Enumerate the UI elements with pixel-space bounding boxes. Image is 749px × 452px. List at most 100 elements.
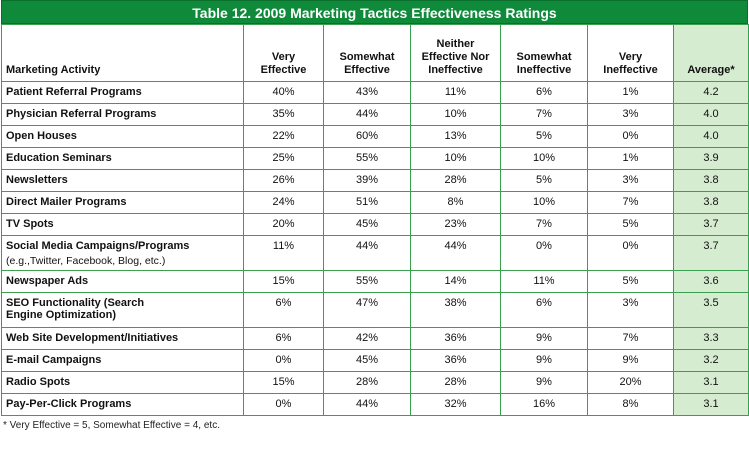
somewhat-effective-cell: 44% <box>324 104 411 126</box>
very-ineffective-cell: 0% <box>588 236 674 271</box>
col-header-somewhat-effective: Somewhat Effective <box>324 25 411 82</box>
activity-cell: Direct Mailer Programs <box>2 192 244 214</box>
somewhat-effective-cell: 45% <box>324 350 411 372</box>
very-ineffective-cell: 5% <box>588 271 674 293</box>
average-cell: 3.6 <box>674 271 749 293</box>
neither-cell: 11% <box>411 82 501 104</box>
neither-cell: 28% <box>411 170 501 192</box>
footnote: * Very Effective = 5, Somewhat Effective… <box>1 420 748 431</box>
table-row: Newspaper Ads 15% 55% 14% 11% 5% 3.6 <box>2 271 749 293</box>
neither-cell: 38% <box>411 293 501 328</box>
very-effective-cell: 0% <box>244 350 324 372</box>
somewhat-effective-cell: 47% <box>324 293 411 328</box>
activity-cell: Education Seminars <box>2 148 244 170</box>
somewhat-ineffective-cell: 0% <box>501 236 588 271</box>
somewhat-ineffective-cell: 9% <box>501 328 588 350</box>
neither-cell: 44% <box>411 236 501 271</box>
activity-cell: Newsletters <box>2 170 244 192</box>
activity-cell: SEO Functionality (Search Engine Optimiza… <box>2 293 244 328</box>
somewhat-ineffective-cell: 6% <box>501 293 588 328</box>
somewhat-ineffective-cell: 7% <box>501 104 588 126</box>
somewhat-effective-cell: 55% <box>324 148 411 170</box>
very-ineffective-cell: 1% <box>588 82 674 104</box>
col-header-somewhat-ineffective: Somewhat Ineffective <box>501 25 588 82</box>
neither-cell: 23% <box>411 214 501 236</box>
very-effective-cell: 15% <box>244 271 324 293</box>
neither-cell: 32% <box>411 394 501 416</box>
somewhat-ineffective-cell: 10% <box>501 148 588 170</box>
very-effective-cell: 6% <box>244 328 324 350</box>
ratings-table: Marketing Activity Very Effective Somewha… <box>1 24 749 416</box>
col-header-very-effective: Very Effective <box>244 25 324 82</box>
neither-cell: 28% <box>411 372 501 394</box>
neither-cell: 13% <box>411 126 501 148</box>
very-ineffective-cell: 3% <box>588 293 674 328</box>
activity-cell: E-mail Campaigns <box>2 350 244 372</box>
table-row: Web Site Development/Initiatives 6% 42% 36%… <box>2 328 749 350</box>
header-row: Marketing Activity Very Effective Somewha… <box>2 25 749 82</box>
very-effective-cell: 25% <box>244 148 324 170</box>
neither-cell: 8% <box>411 192 501 214</box>
table-row: E-mail Campaigns 0% 45% 36% 9% 9% 3.2 <box>2 350 749 372</box>
somewhat-effective-cell: 28% <box>324 372 411 394</box>
activity-cell: Open Houses <box>2 126 244 148</box>
somewhat-ineffective-cell: 7% <box>501 214 588 236</box>
col-header-average: Average* <box>674 25 749 82</box>
very-ineffective-cell: 9% <box>588 350 674 372</box>
table-row: Newsletters 26% 39% 28% 5% 3% 3.8 <box>2 170 749 192</box>
very-ineffective-cell: 5% <box>588 214 674 236</box>
very-ineffective-cell: 7% <box>588 192 674 214</box>
average-cell: 3.3 <box>674 328 749 350</box>
neither-cell: 36% <box>411 350 501 372</box>
very-effective-cell: 15% <box>244 372 324 394</box>
somewhat-ineffective-cell: 16% <box>501 394 588 416</box>
table-body: Patient Referral Programs 40% 43% 11% 6% 1% 4.… <box>2 82 749 416</box>
activity-cell: Newspaper Ads <box>2 271 244 293</box>
very-ineffective-cell: 1% <box>588 148 674 170</box>
activity-cell: Patient Referral Programs <box>2 82 244 104</box>
neither-cell: 10% <box>411 104 501 126</box>
neither-cell: 10% <box>411 148 501 170</box>
somewhat-effective-cell: 44% <box>324 394 411 416</box>
very-effective-cell: 20% <box>244 214 324 236</box>
col-header-activity: Marketing Activity <box>2 25 244 82</box>
activity-cell: Physician Referral Programs <box>2 104 244 126</box>
somewhat-ineffective-cell: 11% <box>501 271 588 293</box>
col-header-very-ineffective: Very Ineffective <box>588 25 674 82</box>
average-cell: 4.2 <box>674 82 749 104</box>
activity-cell: Social Media Campaigns/Programs (e.g.,Twi… <box>2 236 244 271</box>
somewhat-effective-cell: 55% <box>324 271 411 293</box>
very-effective-cell: 22% <box>244 126 324 148</box>
average-cell: 3.7 <box>674 236 749 271</box>
table-title: Table 12. 2009 Marketing Tactics Effecti… <box>1 0 748 24</box>
very-ineffective-cell: 8% <box>588 394 674 416</box>
very-ineffective-cell: 3% <box>588 170 674 192</box>
table-row: Direct Mailer Programs 24% 51% 8% 10% 7% 3.8 <box>2 192 749 214</box>
average-cell: 4.0 <box>674 126 749 148</box>
table-row: Education Seminars 25% 55% 10% 10% 1% 3.9 <box>2 148 749 170</box>
average-cell: 3.1 <box>674 372 749 394</box>
very-ineffective-cell: 20% <box>588 372 674 394</box>
somewhat-effective-cell: 39% <box>324 170 411 192</box>
activity-cell: Pay-Per-Click Programs <box>2 394 244 416</box>
somewhat-effective-cell: 45% <box>324 214 411 236</box>
activity-cell: Web Site Development/Initiatives <box>2 328 244 350</box>
somewhat-ineffective-cell: 10% <box>501 192 588 214</box>
average-cell: 3.8 <box>674 192 749 214</box>
very-effective-cell: 11% <box>244 236 324 271</box>
very-effective-cell: 24% <box>244 192 324 214</box>
activity-cell: Radio Spots <box>2 372 244 394</box>
table-row: Patient Referral Programs 40% 43% 11% 6% 1% 4.… <box>2 82 749 104</box>
very-effective-cell: 26% <box>244 170 324 192</box>
average-cell: 3.2 <box>674 350 749 372</box>
very-effective-cell: 0% <box>244 394 324 416</box>
average-cell: 3.1 <box>674 394 749 416</box>
average-cell: 4.0 <box>674 104 749 126</box>
somewhat-effective-cell: 44% <box>324 236 411 271</box>
ratings-table-container: Table 12. 2009 Marketing Tactics Effecti… <box>1 0 748 431</box>
neither-cell: 36% <box>411 328 501 350</box>
table-row: Pay-Per-Click Programs 0% 44% 32% 16% 8% 3.1 <box>2 394 749 416</box>
average-cell: 3.5 <box>674 293 749 328</box>
table-row: Social Media Campaigns/Programs (e.g.,Twi… <box>2 236 749 271</box>
average-cell: 3.8 <box>674 170 749 192</box>
